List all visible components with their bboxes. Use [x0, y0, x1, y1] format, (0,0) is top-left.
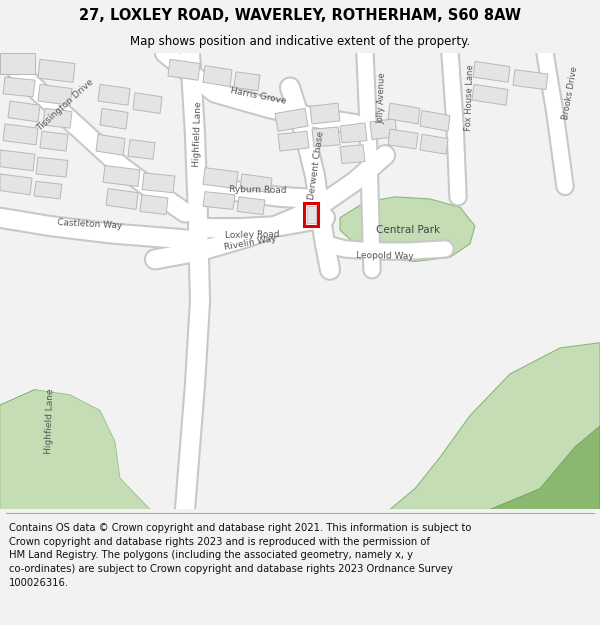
Text: Highfield Lane: Highfield Lane: [44, 388, 56, 454]
Bar: [304, 203, 318, 226]
Polygon shape: [370, 119, 397, 139]
Polygon shape: [140, 195, 168, 214]
Polygon shape: [0, 389, 150, 509]
Polygon shape: [390, 342, 600, 509]
Polygon shape: [237, 197, 265, 214]
Polygon shape: [203, 192, 235, 209]
Polygon shape: [420, 111, 450, 131]
Text: Map shows position and indicative extent of the property.: Map shows position and indicative extent…: [130, 35, 470, 48]
Polygon shape: [234, 72, 260, 91]
Polygon shape: [38, 59, 75, 82]
Polygon shape: [472, 84, 508, 105]
Polygon shape: [133, 92, 162, 114]
Text: Ryburn Road: Ryburn Road: [229, 184, 287, 194]
Polygon shape: [420, 134, 448, 154]
Bar: [307, 206, 316, 223]
Polygon shape: [340, 145, 365, 164]
Text: Loxley Road: Loxley Road: [224, 231, 280, 241]
Polygon shape: [340, 123, 367, 142]
Text: Harris Grove: Harris Grove: [229, 86, 287, 106]
Text: Jolly Avenue: Jolly Avenue: [377, 72, 388, 124]
Polygon shape: [96, 134, 125, 155]
Text: Tissington Drive: Tissington Drive: [35, 78, 95, 133]
Polygon shape: [203, 66, 232, 86]
Polygon shape: [36, 158, 68, 177]
Polygon shape: [103, 166, 140, 186]
Text: Central Park: Central Park: [376, 225, 440, 235]
Polygon shape: [8, 101, 40, 122]
Polygon shape: [34, 181, 62, 199]
Polygon shape: [40, 131, 68, 151]
Polygon shape: [100, 108, 128, 129]
Polygon shape: [142, 173, 175, 192]
Polygon shape: [388, 129, 418, 149]
Polygon shape: [312, 127, 340, 147]
Text: Derwent Chase: Derwent Chase: [307, 131, 325, 201]
Polygon shape: [340, 197, 475, 261]
Text: Castleton Way: Castleton Way: [57, 217, 123, 230]
Polygon shape: [513, 70, 548, 89]
Polygon shape: [128, 139, 155, 159]
Polygon shape: [275, 108, 308, 131]
Polygon shape: [388, 103, 420, 124]
Polygon shape: [43, 108, 72, 128]
Polygon shape: [0, 53, 35, 74]
Text: Highfield Lane: Highfield Lane: [193, 101, 203, 168]
Polygon shape: [0, 174, 32, 195]
Polygon shape: [278, 131, 309, 151]
Polygon shape: [38, 84, 72, 105]
Polygon shape: [473, 61, 510, 82]
Text: 27, LOXLEY ROAD, WAVERLEY, ROTHERHAM, S60 8AW: 27, LOXLEY ROAD, WAVERLEY, ROTHERHAM, S6…: [79, 8, 521, 23]
Text: Leopold Way: Leopold Way: [356, 251, 414, 261]
Polygon shape: [3, 124, 38, 145]
Text: Contains OS data © Crown copyright and database right 2021. This information is : Contains OS data © Crown copyright and d…: [9, 523, 472, 588]
Polygon shape: [0, 150, 35, 171]
Polygon shape: [98, 84, 130, 105]
Polygon shape: [240, 174, 272, 192]
Polygon shape: [490, 426, 600, 509]
Text: Rivelin Way: Rivelin Way: [223, 234, 277, 252]
Text: Fox House Lane: Fox House Lane: [464, 64, 476, 131]
Polygon shape: [0, 389, 120, 509]
Polygon shape: [106, 189, 138, 209]
Polygon shape: [310, 103, 340, 124]
Polygon shape: [3, 77, 35, 97]
Text: Brooks Drive: Brooks Drive: [561, 66, 579, 120]
Polygon shape: [203, 168, 238, 189]
Polygon shape: [168, 59, 200, 80]
